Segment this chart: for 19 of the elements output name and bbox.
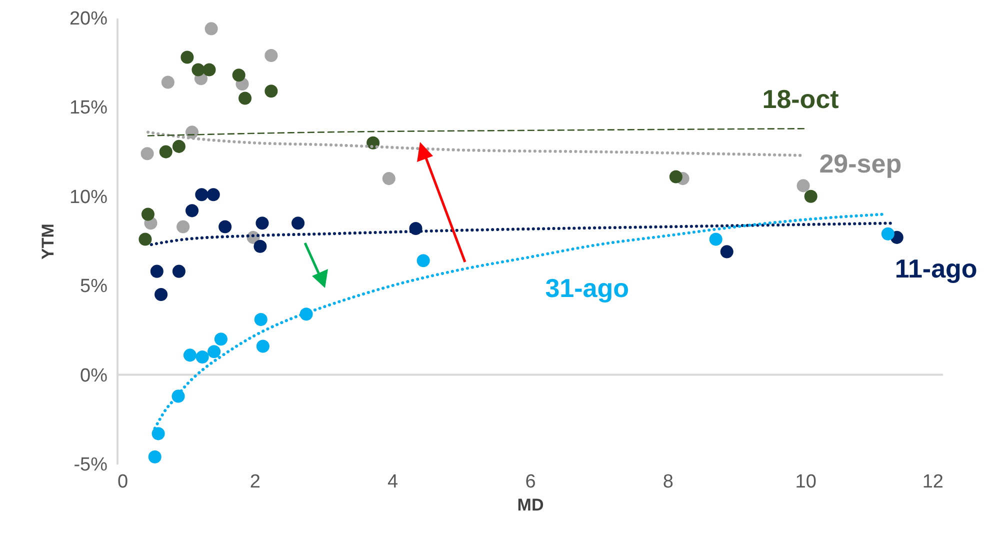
x-tick-label: 4 xyxy=(388,472,399,492)
x-tick-label: 2 xyxy=(250,472,260,492)
y-tick-label: 5% xyxy=(80,276,108,298)
series-label: 11-ago xyxy=(894,254,978,284)
x-axis-title: MD xyxy=(517,496,544,514)
y-tick-label: 15% xyxy=(69,98,108,119)
x-tick-label: 6 xyxy=(525,472,536,492)
text: 31-ago xyxy=(545,273,630,304)
text: 18-oct xyxy=(762,84,840,114)
series-label: 29-sep xyxy=(819,148,902,178)
y-axis-title: YTM xyxy=(38,224,58,260)
y-tick-label: 10% xyxy=(69,186,108,208)
y-tick-label: -5% xyxy=(74,454,108,476)
x-tick-label: 0 xyxy=(118,472,128,492)
y-tick-label: 0% xyxy=(80,365,108,386)
x-tick-label: 8 xyxy=(662,472,674,492)
x-tick-label: 10 xyxy=(795,472,816,492)
y-tick-label: 20% xyxy=(69,8,108,30)
x-tick-label: 12 xyxy=(922,472,944,492)
